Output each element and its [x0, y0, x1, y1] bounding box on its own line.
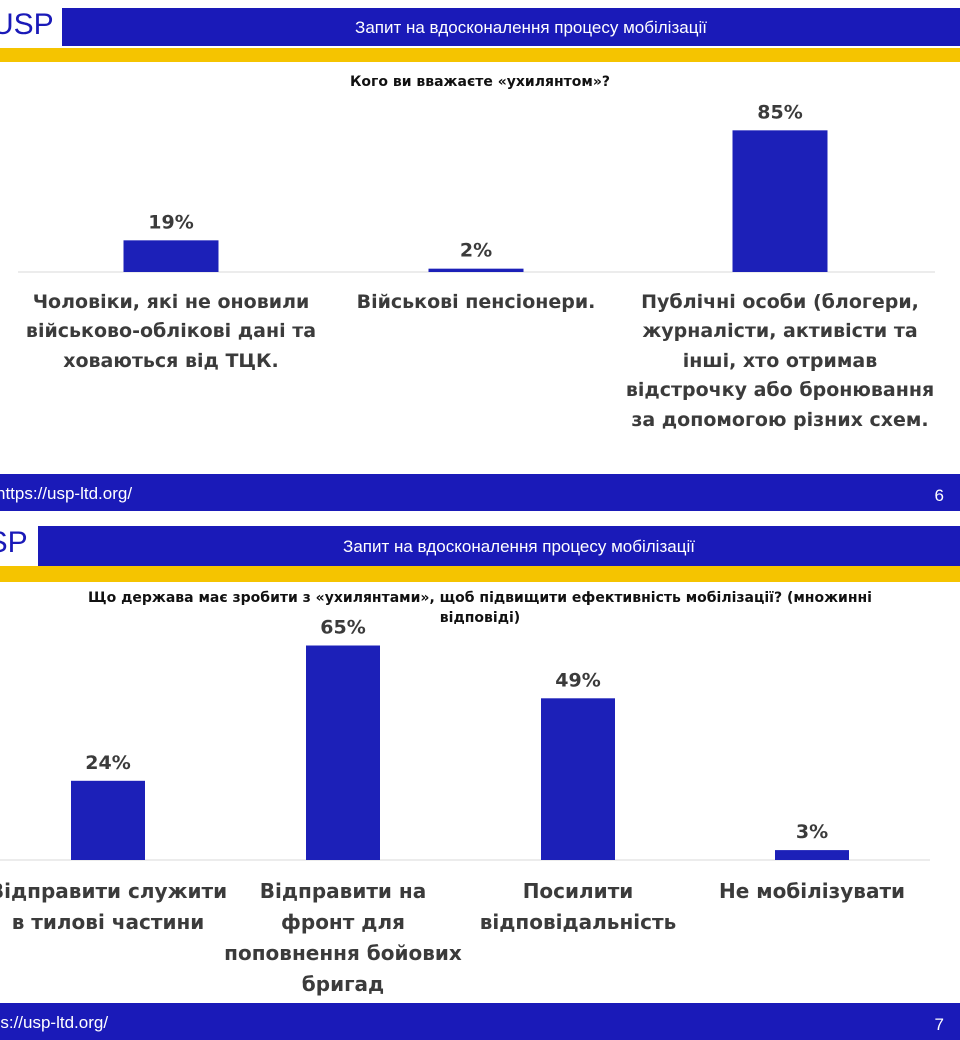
- header-bar: [38, 526, 960, 566]
- value-label: 85%: [757, 101, 802, 123]
- footer-url: https://usp-ltd.org/: [0, 484, 132, 503]
- header-bar: [62, 8, 960, 46]
- category-label: Відправити служити в тилові частини: [0, 879, 228, 934]
- footer-bar: [0, 1003, 960, 1040]
- value-label: 2%: [460, 240, 492, 262]
- category-label: Не мобілізувати: [718, 879, 906, 903]
- footer-url: https://usp-ltd.org/: [0, 1013, 108, 1032]
- category-label: Відправити на фронт для поповнення бойов…: [224, 879, 462, 996]
- value-label: 19%: [148, 211, 193, 233]
- chart-title: Кого ви вважаєте «ухилянтом»?: [349, 74, 610, 90]
- bar: [428, 268, 524, 272]
- category-label: Чоловіки, які не оновили військово-облік…: [25, 291, 317, 372]
- header-yellow-band: [0, 566, 960, 582]
- bar: [775, 850, 849, 860]
- bar: [732, 130, 828, 272]
- logo: USP: [0, 526, 28, 559]
- chart-title: Що держава має зробити з «ухилянтами», щ…: [88, 590, 872, 627]
- category-label: Військові пенсіонери.: [356, 291, 596, 313]
- logo: USP: [0, 8, 54, 41]
- value-label: 49%: [555, 669, 600, 691]
- bar: [71, 780, 145, 860]
- footer-bar: [0, 474, 960, 511]
- bar: [306, 645, 380, 860]
- page-number: 6: [935, 486, 944, 505]
- page-number: 7: [935, 1015, 944, 1034]
- header-title: Запит на вдосконалення процесу мобілізац…: [343, 537, 695, 556]
- bar: [541, 698, 615, 860]
- value-label: 3%: [796, 821, 828, 843]
- value-label: 24%: [85, 752, 130, 774]
- bar: [123, 240, 219, 272]
- header-title: Запит на вдосконалення процесу мобілізац…: [355, 18, 707, 37]
- category-label: Публічні особи (блогери, журналісти, акт…: [625, 291, 935, 431]
- value-label: 65%: [320, 617, 365, 639]
- header-yellow-band: [0, 48, 960, 62]
- category-label: Посилити відповідальність: [479, 879, 677, 934]
